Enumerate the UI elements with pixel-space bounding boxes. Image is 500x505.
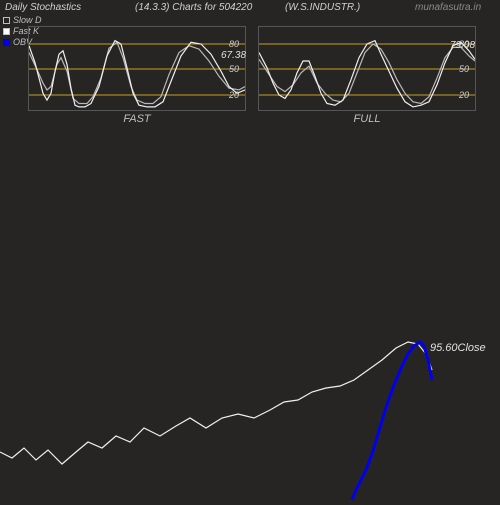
swatch-outline-icon	[3, 17, 10, 24]
chart-header: Daily Stochastics (14.3.3) Charts for 50…	[5, 2, 495, 17]
main-svg	[0, 340, 500, 500]
full-label: FULL	[258, 113, 476, 125]
fast-svg: 80 50 20	[29, 27, 245, 110]
fast-end-value: 67.38	[221, 50, 246, 61]
params-text: (14.3.3) Charts for 504220	[135, 2, 285, 17]
close-value: 95.60Close	[430, 342, 486, 354]
main-price-chart	[0, 340, 500, 500]
full-stochastic-chart: 805020	[258, 26, 476, 111]
svg-text:20: 20	[458, 90, 469, 100]
full-svg: 805020	[259, 27, 475, 110]
svg-text:80: 80	[229, 39, 239, 49]
svg-text:20: 20	[228, 90, 239, 100]
legend-slow-d: Slow D	[3, 15, 42, 26]
swatch-fill-icon	[3, 28, 10, 35]
legend-label: Slow D	[13, 15, 42, 26]
fast-label: FAST	[28, 113, 246, 125]
svg-text:50: 50	[459, 64, 469, 74]
fast-stochastic-chart: 80 50 20	[28, 26, 246, 111]
svg-text:50: 50	[229, 64, 239, 74]
swatch-blue-icon	[3, 39, 10, 46]
site-text: munafasutra.in	[415, 2, 495, 17]
ticker-text: (W.S.INDUSTR.)	[285, 2, 415, 17]
full-end-value: 79.08	[450, 40, 475, 51]
